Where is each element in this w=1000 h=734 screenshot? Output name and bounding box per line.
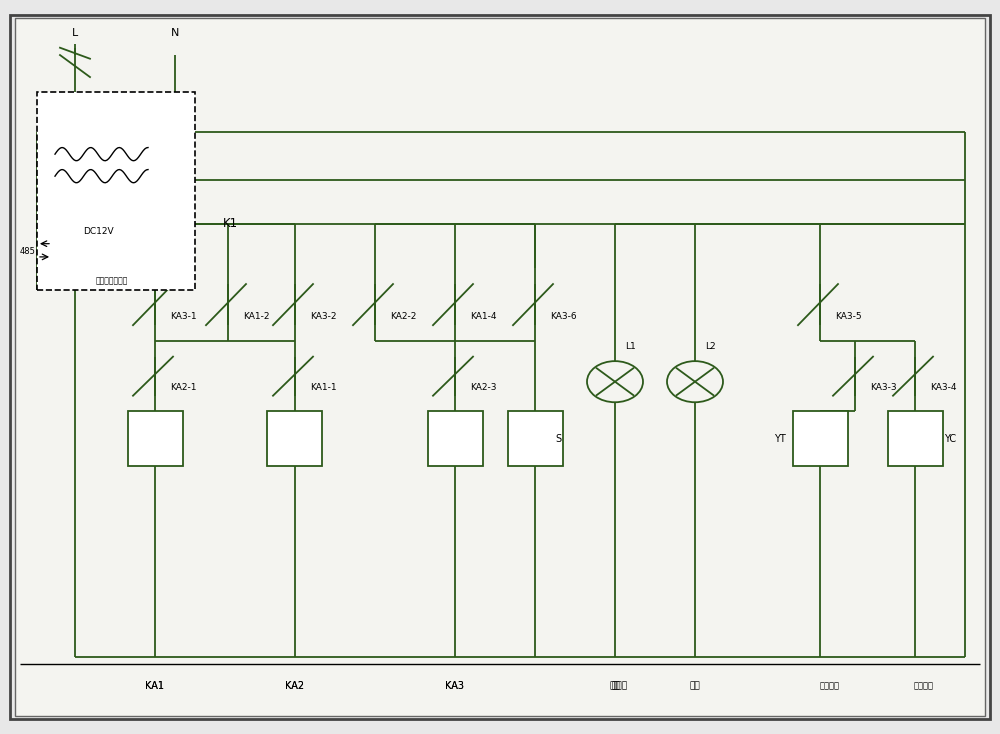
Text: KA1-2: KA1-2 [243, 313, 270, 321]
Text: L: L [72, 28, 78, 38]
Text: 红灯: 红灯 [690, 682, 700, 691]
Text: N: N [171, 28, 179, 38]
Text: KA3-2: KA3-2 [310, 313, 336, 321]
Text: KA3-5: KA3-5 [835, 313, 862, 321]
Text: 合闸线圈: 合闸线圈 [914, 682, 934, 691]
Text: L1: L1 [625, 342, 636, 351]
Text: KA1: KA1 [146, 681, 164, 691]
Text: 485: 485 [20, 247, 36, 255]
Bar [888, 411, 943, 466]
Bar [267, 411, 322, 466]
Text: YT: YT [774, 434, 786, 443]
Text: KA1-1: KA1-1 [310, 383, 337, 392]
Text: KA2-2: KA2-2 [390, 313, 416, 321]
Text: L2: L2 [705, 342, 716, 351]
Text: KA3: KA3 [446, 681, 464, 691]
Text: KA3-6: KA3-6 [550, 313, 577, 321]
Text: KA3-1: KA3-1 [170, 313, 197, 321]
Bar [37, 92, 195, 290]
Bar [508, 411, 563, 466]
Text: K1: K1 [222, 217, 238, 230]
Text: AC220: AC220 [89, 109, 121, 119]
Text: S: S [555, 434, 561, 443]
Text: KA3-4: KA3-4 [930, 383, 956, 392]
Text: 绿灯: 绿灯 [610, 682, 620, 691]
Text: KA2-1: KA2-1 [170, 383, 196, 392]
Text: YC: YC [944, 434, 956, 443]
Text: 分闸线圈: 分闸线圈 [820, 682, 840, 691]
Text: KA3: KA3 [446, 681, 464, 691]
Text: KA2-3: KA2-3 [470, 383, 497, 392]
Text: 电子锁: 电子锁 [612, 682, 628, 691]
Text: KA1: KA1 [146, 681, 164, 691]
Bar [792, 411, 848, 466]
Text: KA2: KA2 [285, 681, 305, 691]
Bar [428, 411, 482, 466]
Text: KA3-3: KA3-3 [870, 383, 897, 392]
Text: DC12V: DC12V [83, 227, 113, 236]
Text: 通讯及控制开关: 通讯及控制开关 [96, 276, 128, 285]
Text: KA2: KA2 [285, 681, 305, 691]
Text: KA1-4: KA1-4 [470, 313, 497, 321]
Bar [128, 411, 182, 466]
